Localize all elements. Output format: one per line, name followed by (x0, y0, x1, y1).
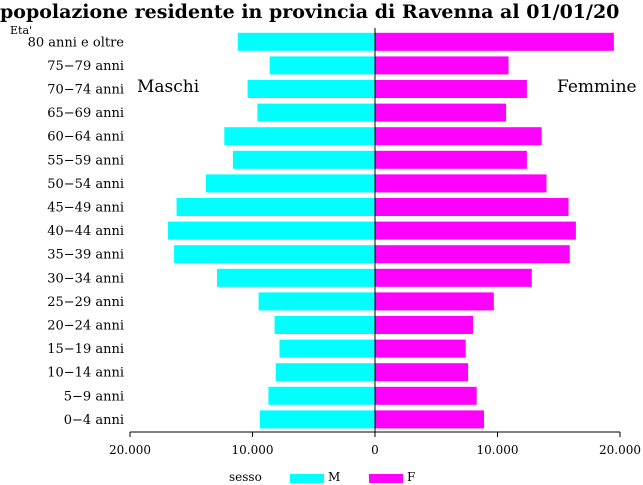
bar-f (375, 80, 527, 98)
legend-label-m: M (328, 470, 340, 484)
category-label: 70−74 anni (47, 83, 124, 98)
annotation-maschi: Maschi (137, 77, 200, 97)
category-label: 50−54 anni (47, 177, 124, 192)
bar-m (279, 339, 375, 358)
bars-group (167, 32, 614, 429)
bar-m (232, 150, 375, 169)
category-label: 40−44 anni (47, 224, 124, 239)
bar-f (375, 174, 547, 193)
x-tick-label: 0 (371, 443, 379, 457)
bar-f (375, 316, 473, 334)
bar-f (375, 339, 466, 358)
bar-f (375, 198, 569, 216)
bar-m (247, 80, 375, 98)
legend-title: sesso (229, 470, 262, 484)
chart-title: popolazione residente in provincia di Ra… (0, 1, 619, 23)
bar-m (275, 363, 375, 382)
legend: sesso M F (229, 470, 415, 484)
bar-f (375, 32, 614, 51)
category-label: 65−69 anni (47, 106, 124, 121)
x-axis-ticks: 20.000 10.000 0 10.000 20.000 (109, 432, 641, 457)
bar-f (375, 245, 570, 264)
category-label: 55−59 anni (47, 153, 124, 168)
bar-f (375, 386, 477, 405)
category-label: 20−24 anni (47, 319, 124, 334)
bar-m (224, 127, 375, 146)
x-tick-label: 20.000 (599, 443, 641, 457)
category-label: 45−49 anni (47, 201, 124, 216)
x-tick-label: 10.000 (477, 443, 519, 457)
x-tick-label: 10.000 (232, 443, 274, 457)
bar-f (375, 150, 527, 169)
legend-swatch-f (369, 474, 403, 483)
bar-f (375, 363, 469, 382)
category-label: 30−34 anni (47, 271, 124, 286)
x-tick-label: 20.000 (109, 443, 151, 457)
bar-m (259, 410, 375, 429)
bar-f (375, 221, 576, 240)
category-labels: 80 anni e oltre 75−79 anni 70−74 anni 65−69… (28, 35, 125, 428)
bar-f (375, 268, 532, 287)
bar-m (274, 316, 375, 334)
y-axis-label: Eta' (10, 24, 32, 37)
bar-m (176, 198, 375, 216)
category-label: 35−39 anni (47, 248, 124, 263)
category-label: 0−4 anni (64, 413, 124, 428)
bar-m (216, 268, 375, 287)
annotation-femmine: Femmine (557, 77, 637, 97)
category-label: 10−14 anni (47, 366, 124, 381)
category-label: 60−64 anni (47, 130, 124, 145)
bar-m (174, 245, 375, 264)
bar-f (375, 127, 542, 146)
category-label: 75−79 anni (47, 59, 124, 74)
bar-f (375, 292, 494, 311)
bar-m (269, 56, 375, 75)
category-label: 25−29 anni (47, 295, 124, 310)
bar-m (257, 103, 375, 122)
legend-swatch-m (290, 474, 324, 483)
bar-f (375, 56, 509, 75)
category-label: 15−19 anni (47, 342, 124, 357)
bar-m (205, 174, 375, 193)
bar-m (237, 32, 375, 51)
category-label: 5−9 anni (64, 389, 124, 404)
legend-label-f: F (407, 470, 415, 484)
bar-m (258, 292, 375, 311)
bar-f (375, 410, 485, 429)
category-label: 80 anni e oltre (28, 35, 125, 50)
bar-m (167, 221, 375, 240)
bar-m (268, 386, 375, 405)
bar-f (375, 103, 507, 122)
